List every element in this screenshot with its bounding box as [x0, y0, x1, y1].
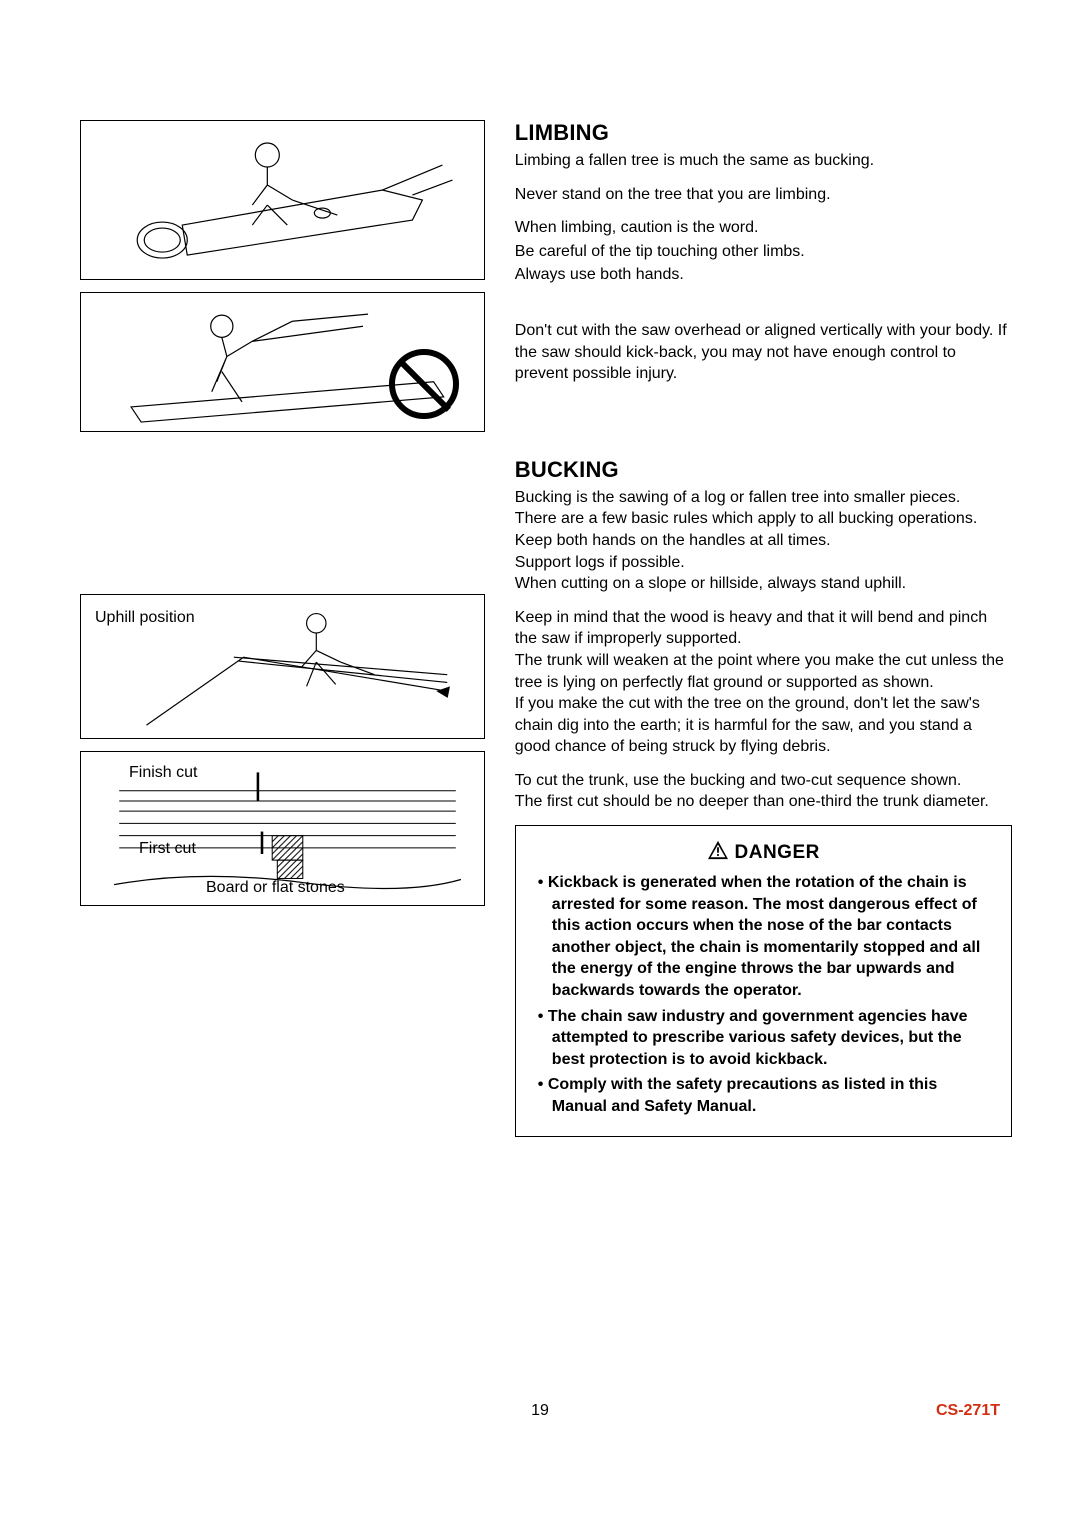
limbing-p3c: Always use both hands.: [515, 264, 1012, 286]
prohibit-icon: [389, 349, 459, 419]
illustration-limbing-correct: [80, 120, 485, 280]
model-number: CS-271T: [936, 1402, 1000, 1420]
page-footer: 19 CS-271T: [80, 1402, 1000, 1420]
bucking-p1e: When cutting on a slope or hillside, alw…: [515, 573, 1012, 595]
bucking-p1c: Keep both hands on the handles at all ti…: [515, 530, 1012, 552]
danger-heading-text: DANGER: [735, 842, 820, 863]
limbing-p4: Don't cut with the saw overhead or align…: [515, 320, 1012, 385]
bucking-title: BUCKING: [515, 457, 1012, 483]
illustration-limbing-wrong: [80, 292, 485, 432]
bucking-p3b: The first cut should be no deeper than o…: [515, 791, 1012, 813]
finish-cut-label: Finish cut: [129, 764, 197, 782]
uphill-label: Uphill position: [95, 609, 195, 627]
content-columns: Uphill position Finish cut First cut Boa…: [80, 120, 1000, 1372]
limbing-title: LIMBING: [515, 120, 1012, 146]
danger-item-1: Kickback is generated when the rotation …: [534, 872, 993, 1002]
bucking-p2a: Keep in mind that the wood is heavy and …: [515, 607, 1012, 650]
right-column: LIMBING Limbing a fallen tree is much th…: [515, 120, 1012, 1372]
danger-box: DANGER Kickback is generated when the ro…: [515, 825, 1012, 1137]
board-label: Board or flat stones: [206, 879, 345, 897]
limbing-p3: When limbing, caution is the word. Be ca…: [515, 217, 1012, 286]
danger-item-2: The chain saw industry and government ag…: [534, 1006, 993, 1071]
danger-item-3: Comply with the safety precautions as li…: [534, 1074, 993, 1117]
danger-heading: DANGER: [534, 838, 993, 864]
bucking-p1b: There are a few basic rules which apply …: [515, 508, 1012, 530]
section-gap: [515, 397, 1012, 457]
bucking-p2c: If you make the cut with the tree on the…: [515, 693, 1012, 758]
warning-triangle-icon: [707, 840, 729, 860]
bucking-p2b: The trunk will weaken at the point where…: [515, 650, 1012, 693]
limbing-p3a: When limbing, caution is the word.: [515, 217, 1012, 239]
limbing-p2: Never stand on the tree that you are lim…: [515, 184, 1012, 206]
limbing-p3b: Be careful of the tip touching other lim…: [515, 241, 1012, 263]
bucking-block2: Keep in mind that the wood is heavy and …: [515, 607, 1012, 758]
left-column: Uphill position Finish cut First cut Boa…: [80, 120, 485, 1372]
bucking-block3: To cut the trunk, use the bucking and tw…: [515, 770, 1012, 813]
page: Uphill position Finish cut First cut Boa…: [80, 120, 1000, 1420]
bucking-p1a: Bucking is the sawing of a log or fallen…: [515, 487, 1012, 509]
bucking-p1d: Support logs if possible.: [515, 552, 1012, 574]
danger-list: Kickback is generated when the rotation …: [534, 872, 993, 1118]
bucking-p3a: To cut the trunk, use the bucking and tw…: [515, 770, 1012, 792]
bucking-block1: Bucking is the sawing of a log or fallen…: [515, 487, 1012, 595]
gap: [515, 298, 1012, 320]
first-cut-label: First cut: [139, 840, 196, 858]
page-number: 19: [531, 1402, 549, 1420]
illustration-two-cut: Finish cut First cut Board or flat stone…: [80, 751, 485, 906]
limbing-p1: Limbing a fallen tree is much the same a…: [515, 150, 1012, 172]
illustration-uphill: Uphill position: [80, 594, 485, 739]
limbing-correct-svg: [91, 125, 474, 275]
illustration-spacer: [80, 444, 485, 594]
